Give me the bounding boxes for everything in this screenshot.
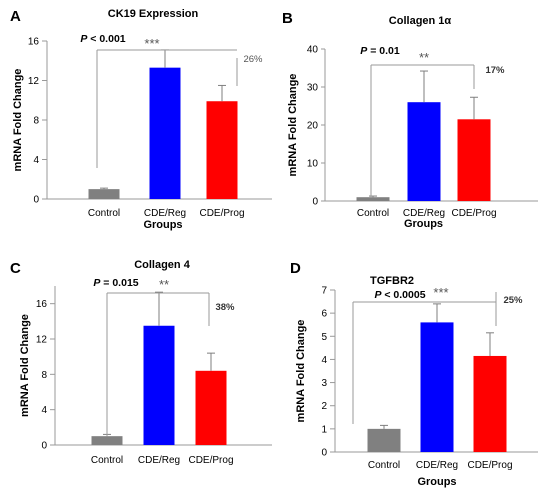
- x-tick-label: Control: [91, 455, 123, 466]
- p-value-annotation: P < 0.0005: [374, 289, 425, 301]
- percent-annotation: 25%: [503, 295, 523, 306]
- significance-stars: **: [419, 50, 429, 65]
- y-tick-label: 4: [321, 355, 327, 366]
- x-tick-label: CDE/Prog: [199, 208, 244, 219]
- bar: [356, 197, 390, 201]
- panel-a: A CK19 Expression 0 4 8 12 16 mRNA Fold Change C…: [10, 8, 272, 231]
- x-axis-label: Groups: [404, 218, 443, 230]
- x-tick-label: CDE/Reg: [144, 208, 186, 219]
- significance-stars: ***: [144, 36, 159, 51]
- p-value-annotation: P = 0.01: [360, 45, 400, 57]
- y-tick-label: 4: [33, 155, 39, 166]
- bar: [195, 370, 227, 445]
- y-tick-label: 3: [321, 378, 327, 389]
- x-axis-label: Groups: [417, 476, 456, 488]
- x-tick-label: Control: [368, 460, 400, 471]
- p-value-annotation: P < 0.001: [80, 33, 125, 45]
- y-tick-label: 4: [41, 405, 47, 416]
- y-tick-label: 12: [28, 76, 40, 87]
- percent-annotation: 38%: [215, 302, 235, 313]
- y-tick-label: 16: [28, 37, 40, 48]
- bar: [457, 119, 491, 201]
- x-tick-label: Control: [88, 208, 120, 219]
- x-tick-label: CDE/Prog: [467, 460, 512, 471]
- y-tick-label: 40: [307, 45, 319, 56]
- panel-letter: B: [282, 10, 293, 27]
- y-tick-label: 16: [36, 299, 48, 310]
- bar: [206, 101, 238, 199]
- panel-letter: D: [290, 260, 301, 277]
- bar: [420, 322, 454, 452]
- y-tick-label: 6: [321, 309, 327, 320]
- y-tick-label: 12: [36, 335, 48, 346]
- y-tick-label: 2: [321, 401, 327, 412]
- bar: [143, 325, 175, 445]
- panel-c: C Collagen 4 0 4 8 12 16 mRNA Fold Change Contro…: [10, 259, 272, 466]
- bar: [149, 67, 181, 199]
- bar: [407, 102, 441, 201]
- panel-letter: C: [10, 260, 21, 277]
- p-value-annotation: P = 0.015: [93, 277, 138, 289]
- y-tick-label: 1: [321, 424, 327, 435]
- y-tick-label: 0: [41, 441, 47, 452]
- chart-title: Collagen 1α: [389, 15, 452, 27]
- y-axis-label: mRNA Fold Change: [287, 74, 299, 177]
- x-tick-label: Control: [357, 208, 389, 219]
- significance-stars: ***: [433, 285, 448, 300]
- y-tick-label: 8: [33, 116, 39, 127]
- bar: [473, 355, 507, 452]
- significance-stars: **: [159, 277, 169, 292]
- y-tick-label: 5: [321, 332, 327, 343]
- panel-d: D TGFBR2 0 1 2 3 4 5 6 7 mRNA Fold Change Control CD…: [290, 260, 538, 488]
- y-axis-label: mRNA Fold Change: [19, 314, 31, 417]
- chart-title: Collagen 4: [134, 259, 191, 271]
- x-axis-label: Groups: [143, 219, 182, 231]
- x-tick-label: CDE/Reg: [416, 460, 458, 471]
- y-tick-label: 0: [312, 197, 318, 208]
- y-tick-label: 10: [307, 159, 319, 170]
- chart-title: TGFBR2: [370, 275, 414, 287]
- x-tick-label: CDE/Reg: [138, 455, 180, 466]
- percent-annotation: 17%: [485, 65, 505, 76]
- bar: [88, 189, 120, 199]
- y-tick-label: 7: [321, 286, 327, 297]
- chart-title: CK19 Expression: [108, 8, 199, 20]
- y-axis-label: mRNA Fold Change: [295, 320, 307, 423]
- y-axis-label: mRNA Fold Change: [12, 69, 24, 172]
- percent-annotation: 26%: [243, 54, 263, 65]
- bar: [367, 428, 401, 452]
- bar: [91, 436, 123, 445]
- y-tick-label: 0: [321, 448, 327, 459]
- y-tick-label: 8: [41, 370, 47, 381]
- y-tick-label: 30: [307, 83, 319, 94]
- panel-letter: A: [10, 8, 21, 25]
- y-tick-label: 20: [307, 121, 319, 132]
- y-tick-label: 0: [33, 195, 39, 206]
- panel-b: B Collagen 1α 0 10 20 30 40 mRNA Fold Change Con…: [282, 10, 538, 230]
- x-tick-label: CDE/Prog: [188, 455, 233, 466]
- x-tick-label: CDE/Reg: [403, 208, 445, 219]
- x-tick-label: CDE/Prog: [451, 208, 496, 219]
